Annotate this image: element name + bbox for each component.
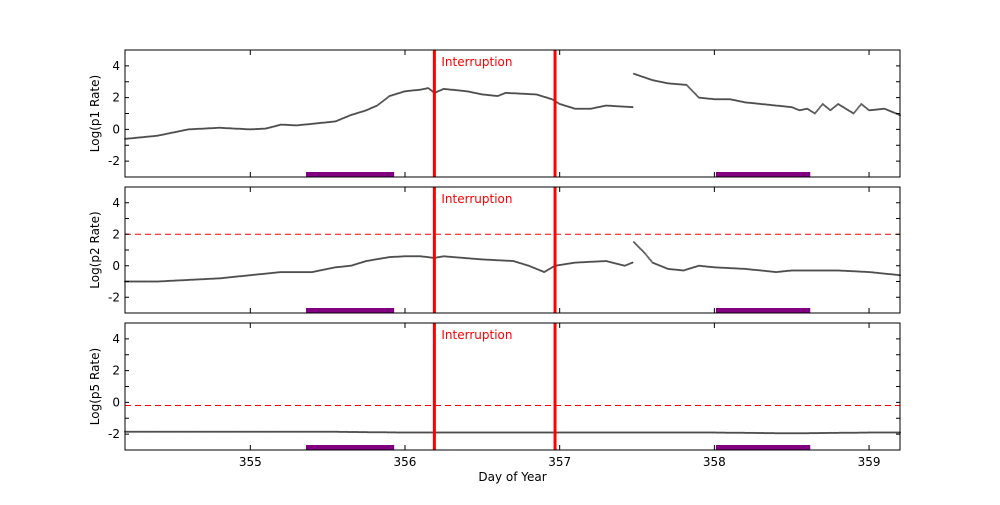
panel-1: Interruption -2 0 2 4 Log(p1 Rate) bbox=[88, 49, 901, 178]
x-tick-label: 359 bbox=[858, 455, 881, 469]
y-tick-label: -2 bbox=[108, 290, 120, 304]
y-tick-label: 0 bbox=[112, 395, 120, 409]
panel-2: Interruption -2 0 2 4 Log(p2 Rate) bbox=[88, 186, 901, 314]
data-series-segment bbox=[632, 72, 901, 117]
x-tick-label: 356 bbox=[394, 455, 417, 469]
interruption-label: Interruption bbox=[441, 328, 512, 342]
interval-bar bbox=[305, 308, 395, 313]
plot-area bbox=[125, 50, 900, 177]
data-series-segment bbox=[124, 255, 634, 283]
x-tick-label: 355 bbox=[239, 455, 262, 469]
y-tick-label: -2 bbox=[108, 427, 120, 441]
x-tick-label: 358 bbox=[703, 455, 726, 469]
y-tick-label: 2 bbox=[112, 364, 120, 378]
y-tick-label: 2 bbox=[112, 227, 120, 241]
interruption-label: Interruption bbox=[441, 55, 512, 69]
plot-area bbox=[125, 323, 900, 450]
x-tick-label: 357 bbox=[548, 455, 571, 469]
y-axis-label: Log(p1 Rate) bbox=[88, 75, 102, 152]
y-tick-label: 4 bbox=[112, 332, 120, 346]
y-tick-label: -2 bbox=[108, 154, 120, 168]
y-axis-label: Log(p5 Rate) bbox=[88, 348, 102, 425]
y-tick-label: 4 bbox=[112, 196, 120, 210]
y-tick-label: 0 bbox=[112, 259, 120, 273]
y-axis-label: Log(p2 Rate) bbox=[88, 211, 102, 288]
interval-bar bbox=[715, 308, 811, 313]
interval-bar bbox=[305, 172, 395, 177]
data-point bbox=[631, 106, 634, 109]
y-tick-label: 0 bbox=[112, 122, 120, 136]
data-series-segment bbox=[124, 87, 634, 140]
interval-bar bbox=[715, 445, 811, 450]
y-tick-label: 2 bbox=[112, 91, 120, 105]
interval-bar bbox=[715, 172, 811, 177]
data-point bbox=[631, 261, 634, 264]
data-series-segment bbox=[124, 430, 901, 435]
plot-area bbox=[125, 187, 900, 313]
x-axis-label: Day of Year bbox=[478, 470, 546, 484]
data-series-segment bbox=[632, 241, 901, 277]
panel-3: Interruption -2 0 2 4 355 356 357 358 359 Log(p5 R… bbox=[88, 322, 901, 484]
y-tick-label: 4 bbox=[112, 59, 120, 73]
interval-bar bbox=[305, 445, 395, 450]
interruption-label: Interruption bbox=[441, 192, 512, 206]
